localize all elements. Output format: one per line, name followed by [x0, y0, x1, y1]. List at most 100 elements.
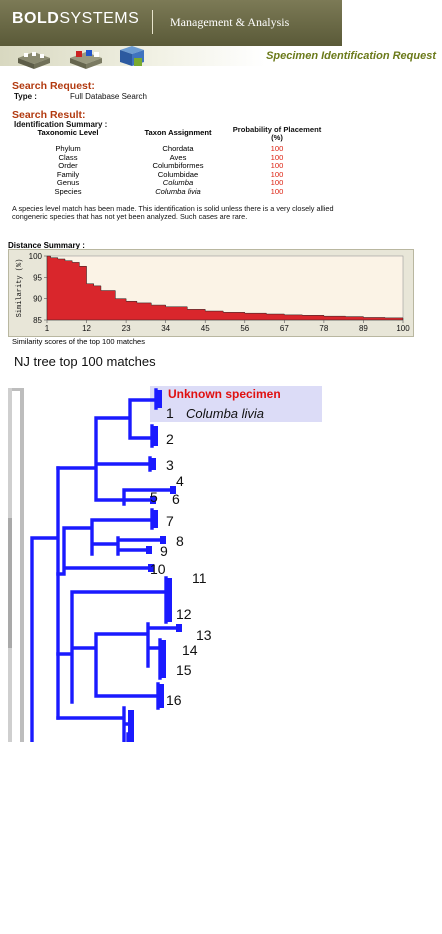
tree-cluster-number: 7	[166, 513, 174, 529]
tree-leaf-cluster	[160, 536, 166, 544]
tree-cluster-number: 13	[196, 627, 212, 643]
species-label: Columba livia	[186, 406, 264, 421]
tree-leaf-cluster	[150, 496, 156, 504]
table-row: Genus Columba 100	[18, 178, 338, 187]
tree-cluster-number: 9	[160, 543, 168, 559]
tree-cluster-number: 8	[176, 533, 184, 549]
x-tick-label: 100	[396, 324, 410, 333]
distance-summary-title: Distance Summary :	[8, 241, 85, 250]
x-tick-label: 12	[82, 324, 91, 333]
search-result-heading: Search Result:	[12, 109, 86, 121]
taxonomic-level: Genus	[56, 178, 80, 188]
column-header: Probability of Placement (%)	[232, 125, 322, 142]
header-divider	[152, 10, 153, 34]
x-tick-label: 23	[122, 324, 131, 333]
identification-note: A species level match has been made. Thi…	[12, 204, 334, 222]
tree-leaf-cluster	[152, 510, 158, 528]
decorative-cube-icons	[18, 46, 144, 69]
tree-leaf-cluster	[170, 486, 176, 494]
tree-cluster-number: 6	[172, 491, 180, 507]
probability-value: 100	[270, 169, 284, 179]
taxon-assignment: Columbidae	[157, 169, 199, 179]
type-label: Type :	[14, 92, 37, 101]
tree-leaf-cluster	[152, 426, 158, 446]
taxonomic-level: Species	[54, 186, 82, 196]
tree-leaves	[128, 390, 182, 742]
taxon-assignment: Aves	[169, 152, 187, 162]
tree-leaf-cluster	[158, 684, 164, 708]
tree-cluster-number: 14	[182, 642, 198, 658]
table-row: Species Columba livia 100	[18, 187, 338, 196]
taxon-assignment: Columbiformes	[152, 161, 204, 171]
probability-value: 100	[270, 186, 284, 196]
table-row: Order Columbiformes 100	[18, 161, 338, 170]
x-tick-label: 89	[359, 324, 368, 333]
tree-cluster-number: 12	[176, 606, 192, 622]
tree-leaf-cluster	[166, 578, 172, 622]
taxon-assignment: Columba livia	[155, 186, 201, 196]
table-row: Family Columbidae 100	[18, 170, 338, 179]
x-tick-label: 45	[201, 324, 210, 333]
probability-value: 100	[270, 152, 284, 162]
tree-cluster-number: 11	[192, 570, 207, 586]
taxonomic-level: Phylum	[55, 144, 81, 153]
tree-cluster-number: 10	[150, 561, 166, 577]
similarity-chart: 100 95 90 851 12 23 34 45 56 67 78 89 100 Similarity …	[16, 252, 410, 333]
request-title: Specimen Identification Request	[266, 50, 436, 62]
table-row: Class Aves 100	[18, 153, 338, 162]
x-tick-label: 78	[319, 324, 328, 333]
tree-scale-bar	[20, 388, 24, 742]
tree-title: NJ tree top 100 matches	[14, 354, 156, 369]
tree-leaf-cluster	[156, 390, 162, 408]
y-tick-label: 95	[33, 273, 42, 282]
table-row: Phylum Chordata 100	[18, 144, 338, 153]
column-header: Taxon Assignment	[144, 128, 212, 137]
probability-value: 100	[270, 144, 284, 153]
tree-leaf-cluster	[160, 640, 166, 678]
x-tick-label: 67	[280, 324, 289, 333]
tree-cluster-number: 4	[176, 473, 184, 489]
probability-value: 100	[270, 178, 284, 188]
tree-leaf-cluster	[128, 710, 134, 742]
bold-systems-logo[interactable]: BOLDSYSTEMS	[12, 10, 140, 27]
tree-cluster-number: 2	[166, 431, 174, 447]
header-bar: BOLDSYSTEMS Management & Analysis	[0, 0, 342, 46]
probability-value: 100	[270, 161, 284, 171]
tree-leaf-cluster	[146, 546, 152, 554]
identification-summary-label: Identification Summary :	[14, 120, 108, 129]
identification-table: Taxonomic Level Taxon Assignment Probabi…	[18, 125, 338, 196]
y-axis-label: Similarity (%)	[16, 259, 24, 318]
x-tick-label: 1	[45, 324, 50, 333]
tree-leaf-cluster	[150, 458, 156, 470]
taxon-assignment: Columba	[162, 178, 194, 188]
unknown-highlight-box	[150, 386, 322, 422]
tree-cluster-number: 1	[166, 405, 174, 421]
unknown-specimen-label: Unknown specimen	[168, 387, 281, 401]
table-header: Taxonomic Level Taxon Assignment Probabi…	[18, 125, 338, 144]
distance-summary-caption: Similarity scores of the top 100 matches	[12, 337, 145, 346]
y-tick-label: 100	[29, 252, 43, 261]
search-request-heading: Search Request:	[12, 80, 95, 92]
tree-leaf-cluster	[176, 624, 182, 632]
tree-cluster-number: 3	[166, 457, 174, 473]
tree-cluster-number: 16	[166, 692, 182, 708]
tree-cluster-number: 5	[150, 489, 158, 505]
x-tick-label: 34	[161, 324, 170, 333]
distance-summary-box: 100 95 90 85 1 12 23 34 45 56 67 78 89 100 Similarity …	[8, 249, 414, 337]
tree-scale-bar	[12, 388, 22, 391]
similarity-area-series	[46, 255, 404, 321]
taxonomic-level: Family	[56, 169, 80, 179]
type-value: Full Database Search	[70, 92, 147, 101]
taxonomic-level: Order	[58, 161, 78, 171]
header-tagline: Management & Analysis	[170, 15, 290, 29]
y-tick-label: 85	[33, 316, 42, 325]
taxon-assignment: Chordata	[162, 144, 194, 153]
y-tick-label: 90	[33, 295, 42, 304]
colored-cubes-icon	[70, 50, 102, 69]
subheader-band	[0, 46, 442, 66]
cube-stack-icon	[18, 52, 50, 69]
column-header: Taxonomic Level	[37, 128, 99, 137]
